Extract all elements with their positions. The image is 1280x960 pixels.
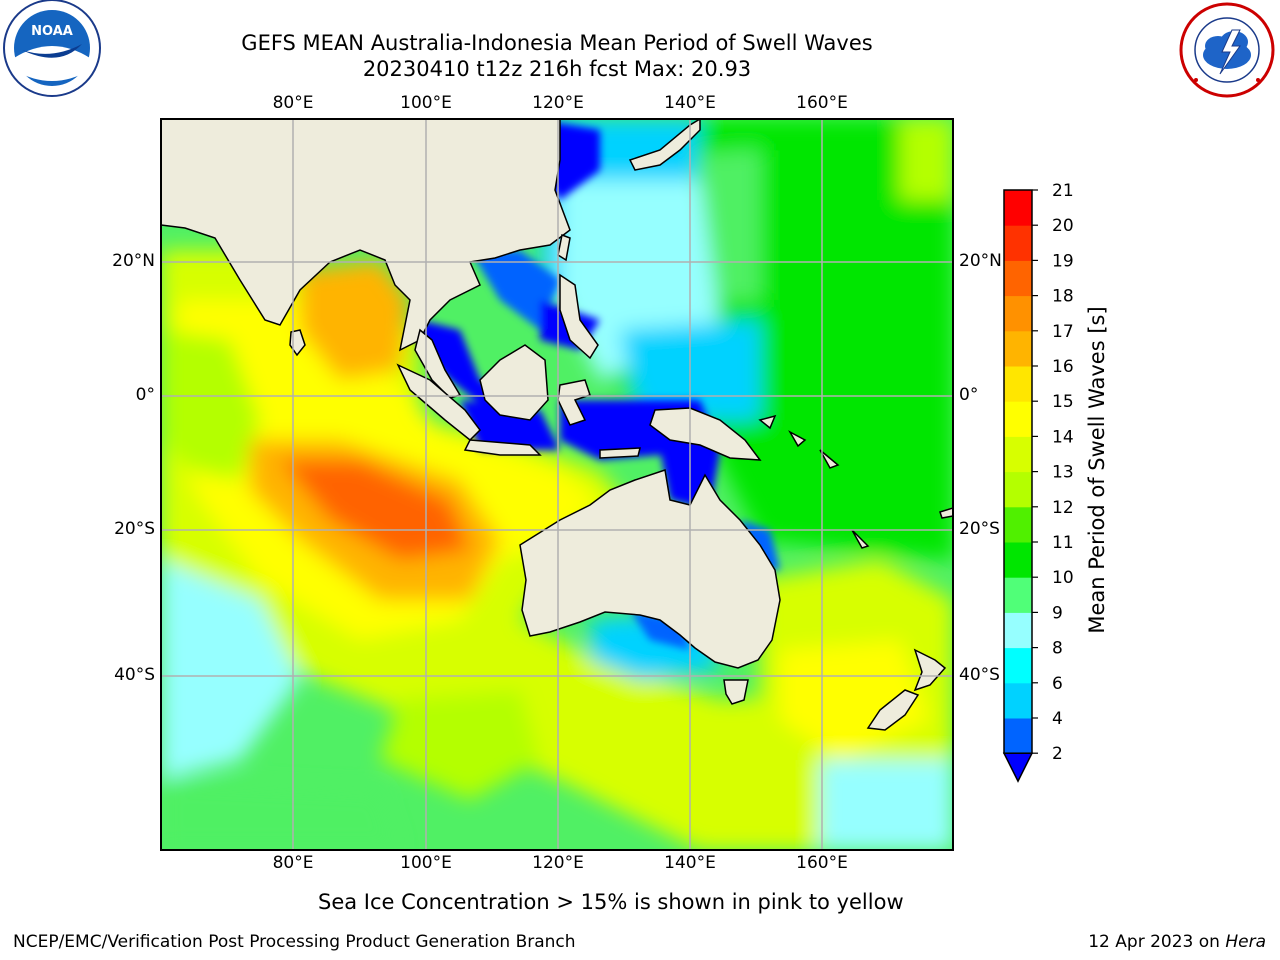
map-area — [161, 119, 953, 850]
land-taiwan — [557, 233, 571, 262]
colorbar-tick-label: 6 — [1052, 674, 1063, 694]
noaa-logo: NOAA — [3, 0, 101, 97]
colorbar-tick-label: 13 — [1052, 463, 1074, 483]
map-subtitle: 20230410 t12z 216h fcst Max: 20.93 — [362, 57, 752, 81]
top-lon-tick: 100°E — [400, 93, 452, 113]
colorbar-bin — [1004, 682, 1032, 719]
map-gridlines — [161, 119, 953, 850]
colorbar-tick-label: 8 — [1052, 639, 1063, 659]
bottom-lon-tick: 160°E — [796, 853, 848, 873]
colorbar-bin — [1004, 225, 1032, 261]
colorbar-extend-arrow — [1002, 752, 1034, 783]
land-fiji — [939, 507, 953, 519]
colorbar-bin — [1004, 330, 1032, 367]
colorbar-bin — [1004, 647, 1032, 684]
bottom-lon-tick: 120°E — [532, 853, 584, 873]
colorbar-ticks: 21 20 19 18 17 16 15 14 13 12 11 10 9 8 6 4 2 — [1032, 181, 1074, 764]
colorbar-bin — [1004, 506, 1032, 543]
map-title: GEFS MEAN Australia-Indonesia Mean Perio… — [241, 31, 873, 55]
colorbar-tick-label: 14 — [1052, 427, 1074, 447]
colorbar-bin — [1004, 612, 1032, 649]
producer-credit: NCEP/EMC/Verification Post Processing Pr… — [13, 932, 576, 952]
land-tasmania — [723, 679, 749, 705]
land-java — [463, 439, 542, 456]
colorbar-label: Mean Period of Swell Waves [s] — [1085, 306, 1109, 634]
colorbar-tick-label: 12 — [1052, 498, 1074, 518]
top-lon-tick: 140°E — [664, 93, 716, 113]
land-philippines — [559, 273, 599, 360]
left-lat-tick: 20°S — [114, 519, 155, 539]
colorbar-bin — [1004, 542, 1032, 578]
colorbar-tick-label: 17 — [1052, 322, 1074, 342]
colorbar-bin — [1004, 471, 1032, 508]
land-borneo — [479, 344, 549, 421]
land-sumatra — [396, 363, 481, 442]
colorbar-bin — [1004, 190, 1032, 226]
land-island — [819, 449, 840, 469]
land-new-zealand-south — [866, 689, 920, 731]
land-japan — [628, 119, 701, 171]
left-lat-tick: 20°N — [112, 251, 155, 271]
colorbar-tick-label: 11 — [1052, 533, 1074, 553]
left-lat-tick: 40°S — [114, 665, 155, 685]
bottom-lon-tick: 80°E — [272, 853, 314, 873]
land-australia — [519, 469, 781, 669]
national-weather-service-logo — [1179, 2, 1275, 98]
land-island — [758, 414, 777, 430]
top-lon-tick: 160°E — [796, 93, 848, 113]
colorbar-tick-label: 4 — [1052, 709, 1063, 729]
map-frame — [160, 118, 954, 851]
generation-date-text: 12 Apr 2023 on — [1088, 932, 1226, 952]
generation-system: Hera — [1225, 932, 1266, 952]
land-masses — [161, 119, 953, 731]
colorbar-tick-label: 15 — [1052, 392, 1074, 412]
noaa-logo-text: NOAA — [31, 24, 73, 39]
bottom-lon-tick: 100°E — [400, 853, 452, 873]
colorbar-tick-label: 10 — [1052, 568, 1074, 588]
land-new-zealand-north — [913, 648, 947, 692]
colorbar-bins — [1002, 189, 1034, 783]
right-lat-tick: 0° — [959, 385, 979, 405]
land-island — [788, 430, 807, 448]
colorbar-bin — [1004, 718, 1032, 754]
colorbar: 21 20 19 18 17 16 15 14 13 12 11 10 9 8 6 4 2 — [1002, 181, 1074, 783]
right-lat-tick: 20°N — [959, 251, 1002, 271]
generation-date: 12 Apr 2023 on Hera — [1088, 932, 1266, 952]
right-lat-tick: 40°S — [959, 665, 1000, 685]
colorbar-tick-label: 16 — [1052, 357, 1074, 377]
right-lat-tick: 20°S — [959, 519, 1000, 539]
bottom-lon-tick: 140°E — [664, 853, 716, 873]
land-lesser-sunda — [599, 447, 641, 459]
colorbar-tick-label: 21 — [1052, 181, 1074, 201]
colorbar-tick-label: 9 — [1052, 603, 1063, 623]
colorbar-bin — [1004, 366, 1032, 402]
top-lon-tick: 80°E — [272, 93, 314, 113]
land-sulawesi — [557, 379, 591, 426]
colorbar-bin — [1004, 295, 1032, 332]
colorbar-tick-label: 20 — [1052, 216, 1074, 236]
colorbar-tick-label: 18 — [1052, 287, 1074, 307]
top-lon-tick: 120°E — [532, 93, 584, 113]
sea-ice-footnote: Sea Ice Concentration > 15% is shown in … — [318, 890, 904, 914]
colorbar-bin — [1004, 401, 1032, 437]
colorbar-tick-label: 19 — [1052, 251, 1074, 271]
colorbar-bin — [1004, 577, 1032, 613]
colorbar-bin — [1004, 260, 1032, 297]
colorbar-tick-label: 2 — [1052, 744, 1063, 764]
land-new-caledonia — [851, 529, 870, 549]
left-lat-tick: 0° — [135, 385, 155, 405]
colorbar-bin — [1004, 436, 1032, 473]
land-new-guinea — [649, 407, 762, 461]
coastal-shallow-swell — [420, 120, 780, 650]
